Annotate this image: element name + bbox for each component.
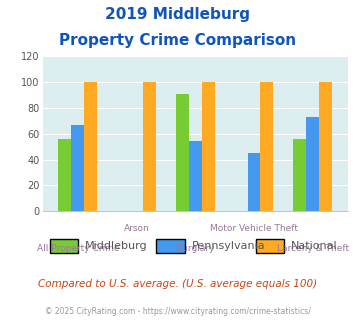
- Text: Motor Vehicle Theft: Motor Vehicle Theft: [210, 224, 298, 233]
- Text: Arson: Arson: [124, 224, 149, 233]
- Bar: [59, 139, 71, 211]
- Bar: [176, 94, 189, 211]
- Text: Middleburg: Middleburg: [85, 241, 148, 251]
- Bar: [143, 82, 156, 211]
- Text: Compared to U.S. average. (U.S. average equals 100): Compared to U.S. average. (U.S. average …: [38, 279, 317, 289]
- Bar: [247, 153, 261, 211]
- Bar: [319, 82, 332, 211]
- Text: © 2025 CityRating.com - https://www.cityrating.com/crime-statistics/: © 2025 CityRating.com - https://www.city…: [45, 307, 310, 316]
- Text: Burglary: Burglary: [176, 244, 214, 253]
- Bar: [261, 82, 273, 211]
- Text: Larceny & Theft: Larceny & Theft: [277, 244, 349, 253]
- Bar: [202, 82, 215, 211]
- Text: Pennsylvania: Pennsylvania: [192, 241, 265, 251]
- Bar: [189, 142, 202, 211]
- Bar: [71, 125, 84, 211]
- Text: All Property Crime: All Property Crime: [37, 244, 119, 253]
- Bar: [84, 82, 97, 211]
- Bar: [306, 117, 319, 211]
- Bar: [293, 139, 306, 211]
- Text: National: National: [291, 241, 338, 251]
- Text: Property Crime Comparison: Property Crime Comparison: [59, 33, 296, 48]
- Text: 2019 Middleburg: 2019 Middleburg: [105, 7, 250, 21]
